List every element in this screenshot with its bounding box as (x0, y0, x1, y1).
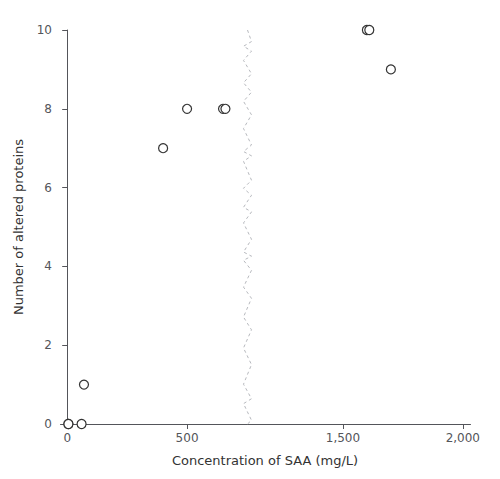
svg-text:Number of altered proteins: Number of altered proteins (11, 139, 26, 315)
svg-text:8: 8 (44, 102, 52, 116)
svg-text:2: 2 (44, 338, 52, 352)
svg-text:500: 500 (176, 431, 199, 445)
svg-text:1,500: 1,500 (326, 431, 360, 445)
svg-text:Concentration of SAA (mg/L): Concentration of SAA (mg/L) (172, 453, 358, 468)
svg-text:0: 0 (63, 431, 71, 445)
svg-text:2,000: 2,000 (446, 431, 480, 445)
svg-text:6: 6 (44, 181, 52, 195)
svg-text:10: 10 (37, 23, 52, 37)
svg-text:0: 0 (44, 417, 52, 431)
svg-text:4: 4 (44, 259, 52, 273)
